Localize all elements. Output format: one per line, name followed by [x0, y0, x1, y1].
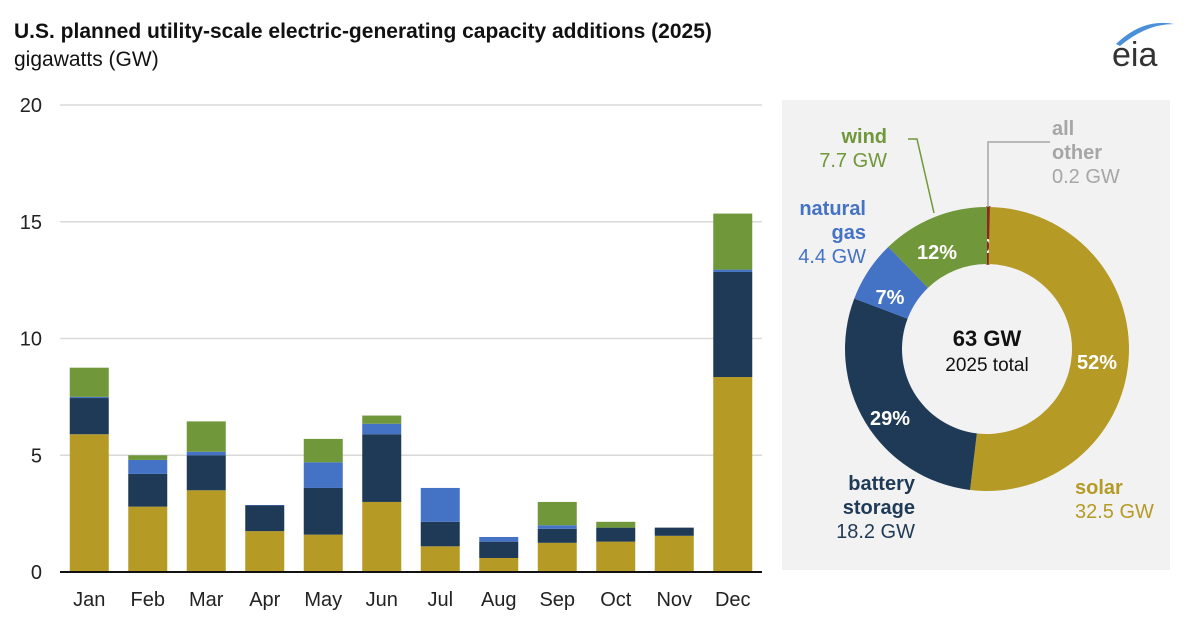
bar-solar — [69, 434, 109, 572]
x-tick-label: Sep — [539, 589, 575, 611]
x-tick-label: Jul — [427, 589, 453, 611]
slice-percent: 0% — [982, 236, 1011, 258]
y-tick-label: 10 — [20, 329, 42, 351]
bar-solar — [303, 534, 343, 572]
bar-solar — [362, 501, 402, 572]
bar-battery-storage — [69, 398, 109, 435]
bar-solar — [128, 506, 168, 572]
donut-center-value: 63 GW — [953, 326, 1022, 351]
slice-label: battery storage — [843, 473, 916, 519]
bar-wind — [537, 501, 577, 526]
svg-text:eia: eia — [1112, 36, 1157, 70]
bar-battery-storage — [537, 528, 577, 543]
donut-slice-wind — [888, 207, 987, 288]
bar-battery-storage — [245, 505, 285, 532]
bar-natural-gas — [537, 525, 577, 529]
bar-wind — [713, 213, 753, 270]
bar-battery-storage — [420, 521, 460, 547]
bar-wind — [128, 455, 168, 460]
bar-solar — [245, 531, 285, 572]
y-tick-label: 15 — [20, 212, 42, 234]
slice-percent: 7% — [876, 287, 905, 309]
bar-wind — [69, 367, 109, 397]
bar-natural-gas — [69, 396, 109, 399]
bar-wind — [186, 421, 226, 452]
x-tick-label: Apr — [249, 589, 280, 611]
y-tick-label: 5 — [31, 445, 42, 467]
x-tick-label: Nov — [656, 589, 692, 611]
bar-solar — [537, 542, 577, 572]
slice-percent: 29% — [870, 408, 910, 430]
bar-battery-storage — [186, 455, 226, 491]
bar-natural-gas — [713, 269, 753, 272]
slice-value: 32.5 GW — [1075, 501, 1154, 523]
bar-wind — [303, 438, 343, 463]
x-tick-label: Mar — [189, 589, 224, 611]
bar-natural-gas — [479, 536, 519, 542]
slice-percent: 12% — [917, 242, 957, 264]
slice-label: natural gas — [799, 198, 866, 244]
bar-solar — [713, 377, 753, 572]
bar-solar — [420, 546, 460, 572]
slice-value: 0.2 GW — [1052, 166, 1120, 188]
bar-wind — [596, 521, 636, 528]
bar-natural-gas — [362, 423, 402, 435]
donut-center-label: 2025 total — [945, 355, 1028, 376]
slice-value: 7.7 GW — [819, 150, 887, 172]
x-tick-label: May — [304, 589, 342, 611]
y-tick-label: 0 — [31, 562, 42, 584]
bar-wind — [362, 415, 402, 424]
x-tick-label: Jan — [73, 589, 105, 611]
slice-label: all other — [1052, 118, 1102, 164]
bar-battery-storage — [479, 541, 519, 558]
leader-line — [908, 138, 935, 214]
x-tick-label: Feb — [131, 589, 165, 611]
bar-battery-storage — [128, 473, 168, 507]
x-tick-label: Jun — [366, 589, 398, 611]
bar-battery-storage — [654, 527, 694, 536]
donut-slice-natural-gas — [854, 246, 928, 319]
leader-line — [987, 141, 1050, 207]
slice-value: 4.4 GW — [798, 246, 866, 268]
bar-solar — [479, 557, 519, 572]
bar-solar — [596, 541, 636, 572]
y-tick-label: 20 — [20, 95, 42, 117]
x-tick-label: Oct — [600, 589, 632, 611]
chart-title: U.S. planned utility-scale electric-gene… — [14, 20, 712, 43]
slice-percent: 52% — [1077, 352, 1117, 374]
chart-subtitle: gigawatts (GW) — [14, 48, 159, 71]
bar-battery-storage — [596, 527, 636, 542]
bar-battery-storage — [362, 434, 402, 502]
slice-label: solar — [1075, 477, 1123, 499]
slice-label: wind — [840, 126, 887, 148]
eia-logo: eia — [1112, 22, 1174, 70]
x-tick-label: Aug — [481, 589, 517, 611]
bar-natural-gas — [186, 451, 226, 456]
donut-panel — [782, 100, 1170, 570]
slice-value: 18.2 GW — [836, 521, 915, 543]
bar-battery-storage — [713, 271, 753, 378]
donut-slice-all-other — [986, 206, 991, 265]
donut-slice-battery-storage — [845, 298, 977, 490]
bar-solar — [186, 490, 226, 572]
bar-natural-gas — [128, 459, 168, 474]
donut-slice-solar — [970, 207, 1129, 492]
bar-solar — [654, 535, 694, 572]
bar-natural-gas — [420, 487, 460, 522]
x-tick-label: Dec — [715, 589, 751, 611]
bar-natural-gas — [303, 462, 343, 488]
bar-battery-storage — [303, 487, 343, 535]
